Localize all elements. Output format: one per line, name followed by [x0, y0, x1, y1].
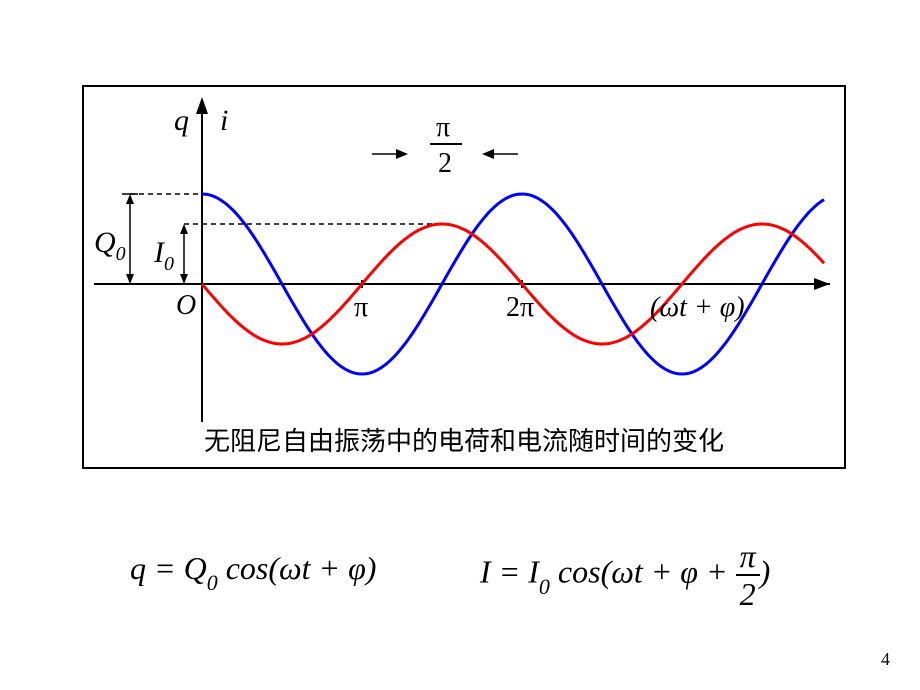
- eq-q-part1: q = Q: [130, 550, 207, 586]
- eq-i-tail: ): [760, 553, 771, 589]
- eq-i-frac-den: 2: [736, 576, 760, 610]
- i0-marker-arrow-bot: [180, 274, 188, 284]
- eq-i-part2: cos(ωt + φ +: [550, 553, 736, 589]
- eq-i-frac-num: π: [736, 540, 760, 576]
- phase-frac-num: π: [436, 112, 450, 143]
- x-tick-label-2pi: 2π: [506, 292, 534, 323]
- phase-frac-den: 2: [438, 148, 452, 179]
- q0-label: Q0: [94, 226, 126, 265]
- x-axis-arrow: [814, 278, 830, 290]
- q0-marker-arrow-top: [126, 194, 134, 204]
- chart-container: q i O π 2π (ωt + φ) Q0 I0 π 2 无阻尼自由振荡中的电…: [82, 85, 846, 469]
- eq-i-frac: π2: [736, 540, 760, 610]
- equation-i: I = I0 cos(ωt + φ + π2): [480, 540, 770, 610]
- eq-i-part1: I = I: [480, 553, 539, 589]
- phase-left-arrow-head: [396, 149, 408, 159]
- phase-right-arrow-head: [482, 149, 494, 159]
- y-title-q: q: [174, 104, 189, 137]
- y-title-i: i: [220, 104, 228, 137]
- i0-label: I0: [153, 236, 174, 275]
- chart-caption: 无阻尼自由振荡中的电荷和电流随时间的变化: [204, 427, 724, 456]
- eq-q-sub: 0: [207, 570, 218, 595]
- y-axis-arrow: [196, 97, 208, 114]
- page-number: 4: [881, 649, 890, 670]
- x-axis-label: (ωt + φ): [650, 292, 745, 323]
- eq-i-sub: 0: [539, 574, 550, 599]
- chart-svg: q i O π 2π (ωt + φ) Q0 I0 π 2 无阻尼自由振荡中的电…: [84, 87, 844, 467]
- origin-label: O: [176, 290, 196, 321]
- i0-marker-arrow-top: [180, 224, 188, 234]
- eq-q-part2: cos(ωt + φ): [218, 550, 377, 586]
- x-tick-label-pi: π: [354, 292, 368, 323]
- q0-marker-arrow-bot: [126, 274, 134, 284]
- equation-q: q = Q0 cos(ωt + φ): [130, 550, 376, 592]
